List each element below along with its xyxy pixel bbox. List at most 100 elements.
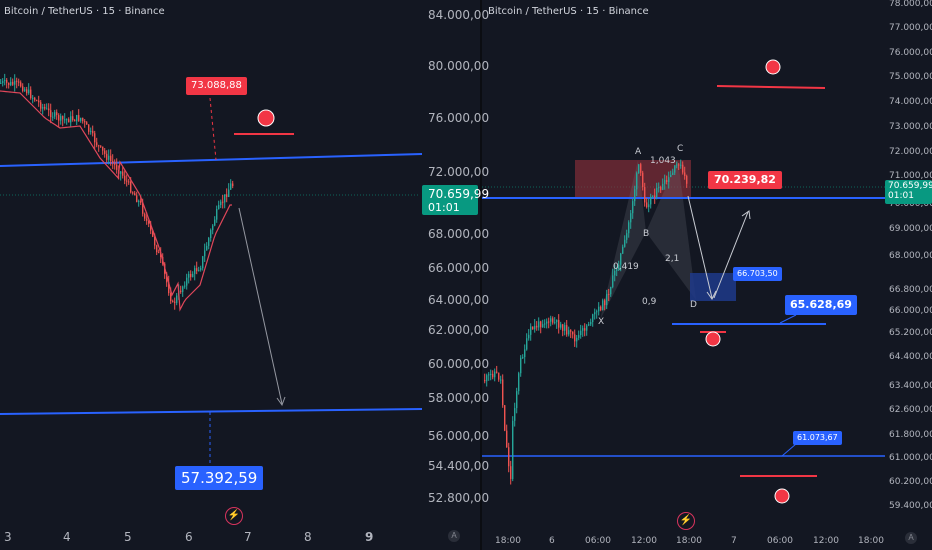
- right-candle: [584, 328, 586, 331]
- right-price-tick: 69.000,00: [889, 224, 932, 234]
- left-candle: [4, 80, 6, 82]
- label-66703[interactable]: 66.703,50: [733, 267, 782, 281]
- left-candle: [30, 89, 32, 99]
- right-candle: [628, 222, 630, 234]
- right-candle: [514, 408, 516, 421]
- left-candle: [204, 250, 206, 257]
- right-candle: [636, 173, 638, 190]
- right-price-tick: 64.400,00: [889, 352, 932, 362]
- left-candle: [108, 155, 110, 160]
- ratio-09: 0,9: [642, 297, 657, 307]
- label-70239[interactable]: 70.239,82: [708, 171, 782, 189]
- right-candle: [516, 391, 518, 409]
- right-candle: [648, 204, 650, 208]
- left-candle: [218, 205, 220, 210]
- right-candle: [638, 164, 640, 174]
- right-candle: [512, 420, 514, 479]
- left-candle: [194, 268, 196, 274]
- left-candle: [110, 155, 112, 161]
- left-candle: [24, 89, 26, 91]
- left-candle: [38, 100, 40, 103]
- left-candle: [50, 110, 52, 118]
- right-candle: [604, 300, 606, 306]
- label-73088[interactable]: 73.088,88: [186, 77, 247, 95]
- left-time-tick: 9: [365, 530, 374, 544]
- left-bolt-icon[interactable]: ⚡: [225, 507, 243, 525]
- left-projection-arrow: [238, 207, 283, 405]
- right-current-price: 70.659,99: [888, 181, 932, 191]
- left-candle: [106, 153, 108, 160]
- right-candle: [556, 320, 558, 323]
- right-down-arrow: [687, 195, 713, 299]
- left-candle: [158, 252, 160, 254]
- panel-divider[interactable]: [480, 0, 482, 550]
- label-57392[interactable]: 57.392,59: [175, 466, 264, 490]
- label-61073[interactable]: 61.073,67: [793, 431, 842, 445]
- right-candle: [560, 324, 562, 328]
- left-candle: [128, 181, 130, 183]
- right-supply-zone: [575, 160, 691, 198]
- pattern-b: B: [643, 229, 650, 239]
- right-candle: [502, 379, 504, 406]
- pattern-d: D: [690, 300, 697, 310]
- left-candle: [62, 116, 64, 120]
- left-candle: [140, 200, 142, 203]
- left-candle: [184, 285, 186, 287]
- left-candle: [100, 145, 102, 147]
- right-candle: [576, 337, 578, 342]
- left-candle: [200, 268, 202, 270]
- right-candle: [622, 246, 624, 254]
- right-time-tick: 06:00: [585, 536, 611, 546]
- right-symbol-title[interactable]: Bitcoin / TetherUS · 15 · Binance: [488, 6, 649, 17]
- right-candle: [668, 177, 670, 183]
- right-candle: [510, 466, 512, 479]
- left-moving-average: [0, 90, 232, 312]
- right-bolt-icon[interactable]: ⚡: [677, 512, 695, 530]
- right-candle: [496, 371, 498, 373]
- left-candle: [144, 213, 146, 219]
- left-current-price-badge: 70.659,99 01:01: [422, 185, 489, 215]
- right-stop-icon-mid: [705, 331, 721, 347]
- left-candle: [170, 293, 172, 302]
- left-candle: [68, 119, 70, 123]
- left-symbol-title[interactable]: Bitcoin / TetherUS · 15 · Binance: [4, 6, 165, 17]
- right-candle: [522, 357, 524, 359]
- left-price-tick: 66.000,00: [428, 261, 490, 275]
- label-65628[interactable]: 65.628,69: [785, 295, 857, 315]
- right-auto-scale-icon[interactable]: A: [905, 532, 917, 544]
- left-candle: [6, 80, 8, 83]
- left-auto-scale-icon[interactable]: A: [448, 530, 460, 542]
- left-candle: [224, 194, 226, 203]
- left-candle: [84, 121, 86, 123]
- right-candle: [542, 324, 544, 328]
- right-current-price-badge: 70.659,99 01:01: [885, 180, 932, 204]
- left-candle: [48, 108, 50, 111]
- left-candle: [196, 268, 198, 272]
- left-candle: [190, 273, 192, 277]
- left-candle: [116, 164, 118, 170]
- left-candle: [192, 273, 194, 277]
- left-candle: [216, 209, 218, 220]
- left-candle: [18, 81, 20, 83]
- right-price-tick: 61.800,00: [889, 430, 932, 440]
- right-candle: [570, 330, 572, 332]
- left-candle: [126, 180, 128, 182]
- left-candle: [82, 117, 84, 122]
- right-candle: [558, 320, 560, 328]
- right-candle: [624, 239, 626, 247]
- right-price-tick: 73.000,00: [889, 122, 932, 132]
- right-candle: [484, 380, 486, 382]
- left-price-tick: 54.400,00: [428, 459, 490, 473]
- left-candle: [120, 171, 122, 174]
- left-candle: [0, 82, 2, 84]
- right-stop-icon-top: [765, 59, 781, 75]
- left-time-tick: 6: [185, 530, 193, 544]
- right-candle: [578, 335, 580, 338]
- right-candle: [528, 334, 530, 339]
- right-candle: [670, 174, 672, 178]
- right-candle: [488, 374, 490, 376]
- left-resistance-line: [0, 153, 423, 167]
- right-candle: [618, 264, 620, 269]
- right-stop-icon-bottom: [774, 488, 790, 504]
